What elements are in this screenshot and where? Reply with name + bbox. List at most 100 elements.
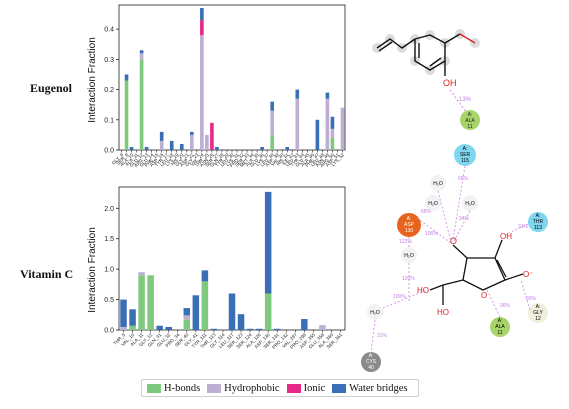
bar-segment-water-bridges bbox=[264, 191, 272, 294]
water-label-5: H₂O bbox=[428, 201, 438, 207]
bar-segment-water-bridges bbox=[159, 131, 164, 141]
bar-segment-hydrophobic bbox=[138, 272, 145, 276]
legend-ionic-label: Ionic bbox=[303, 382, 326, 394]
ser115-num: 115 bbox=[461, 158, 469, 164]
vitc-side-oh: HO bbox=[417, 286, 429, 295]
percent-label-6: 120% bbox=[402, 276, 415, 282]
bar-segment-water-bridges bbox=[215, 146, 219, 150]
bar-segment-water-bridges bbox=[255, 328, 263, 330]
eugenol-interaction-diagram: OH 13% A: ALA 11 bbox=[372, 29, 480, 130]
eugenol-bonds bbox=[376, 33, 461, 76]
ether-oxygen-bond bbox=[459, 33, 476, 44]
bar-segment-ionic bbox=[200, 20, 204, 36]
y-tick-label: 0.0 bbox=[104, 328, 114, 335]
plot-frame bbox=[118, 4, 346, 151]
water-label-2: H₂O bbox=[465, 201, 475, 207]
bar-segment-h-bonds bbox=[330, 137, 335, 150]
thr113-chain: A: bbox=[536, 213, 541, 219]
bar-segment-hydrophobic bbox=[205, 134, 209, 150]
bar-segment-water-bridges bbox=[301, 319, 308, 330]
bar-segment-water-bridges bbox=[165, 326, 172, 330]
cys40-num: 40 bbox=[368, 365, 374, 371]
y-tick-label: 0.3 bbox=[104, 57, 114, 64]
bar-segment-h-bonds bbox=[270, 134, 274, 150]
vitamin-c-label: Vitamin C bbox=[20, 267, 74, 281]
eugenol-y-axis-label: Interaction Fraction bbox=[87, 37, 98, 123]
bar-segment-h-bonds bbox=[129, 325, 136, 330]
ala11-res: ALA bbox=[465, 118, 475, 124]
legend-hbonds-label: H-bonds bbox=[164, 382, 201, 394]
bar-segment-hydrophobic bbox=[325, 98, 330, 150]
bar-segment-water-bridges bbox=[200, 8, 204, 21]
ser115-chain: A: bbox=[463, 146, 468, 152]
legend-water-bridges: Water bridges bbox=[332, 382, 408, 394]
bar-segment-h-bonds bbox=[183, 319, 191, 330]
bar-segment-water-bridges bbox=[129, 146, 134, 150]
ala11-residue-node bbox=[460, 110, 480, 130]
bar-segment-h-bonds bbox=[138, 275, 145, 330]
asp130-residue-node bbox=[397, 213, 421, 237]
vitc-carbonyl-o: O bbox=[450, 236, 457, 246]
ser115-residue-node bbox=[454, 144, 476, 166]
percent-label-11: 31% bbox=[377, 333, 388, 339]
ala11-chain: A: bbox=[468, 112, 473, 118]
bar-segment-water-bridges bbox=[129, 309, 136, 326]
bar-segment-water-bridges bbox=[169, 140, 174, 150]
bar-segment-water-bridges bbox=[285, 146, 290, 150]
legend-ionic: Ionic bbox=[286, 382, 326, 394]
eugenol-hbond-percent: 13% bbox=[459, 97, 472, 103]
percent-label-4: 34% bbox=[459, 216, 470, 222]
bar-segment-hydrophobic bbox=[139, 53, 144, 60]
legend-water-bridges-swatch bbox=[332, 383, 347, 393]
bar-segment-h-bonds bbox=[139, 59, 144, 150]
ala11-vitc-residue-node bbox=[490, 317, 510, 337]
water-label-4: H₂O bbox=[370, 310, 380, 316]
bar-segment-hydrophobic bbox=[319, 325, 326, 330]
thr113-residue-node bbox=[528, 212, 548, 232]
vitc-bonds bbox=[429, 239, 524, 305]
cys40-residue-node bbox=[361, 352, 381, 372]
bar-segment-hydrophobic bbox=[190, 134, 194, 150]
percent-label-9: 93% bbox=[526, 296, 537, 302]
bar-segment-water-bridges bbox=[192, 295, 200, 330]
vitc-enol-oh: OH bbox=[500, 232, 512, 241]
water-node-3 bbox=[401, 247, 417, 263]
bar-segment-water-bridges bbox=[330, 116, 335, 129]
gly12-num: 12 bbox=[535, 316, 541, 322]
bar-segment-hydrophobic bbox=[330, 128, 335, 138]
y-tick-label: 0.0 bbox=[104, 148, 114, 155]
bar-segment-hydrophobic bbox=[159, 140, 164, 150]
bar-segment-water-bridges bbox=[246, 328, 254, 330]
legend-water-bridges-label: Water bridges bbox=[349, 382, 408, 394]
legend-hbonds-swatch bbox=[147, 383, 161, 393]
bar-segment-h-bonds bbox=[264, 293, 272, 330]
y-tick-label: 0.4 bbox=[104, 27, 114, 34]
bar-segment-water-bridges bbox=[295, 89, 300, 99]
bar-segment-water-bridges bbox=[237, 314, 245, 330]
thr113-num: 113 bbox=[534, 225, 542, 231]
bar-segment-water-bridges bbox=[210, 328, 218, 330]
percent-label-1: 65% bbox=[458, 176, 469, 182]
eugenol-label: Eugenol bbox=[30, 81, 73, 95]
bar-segment-water-bridges bbox=[183, 308, 191, 316]
ala11-vitc-num: 11 bbox=[497, 330, 502, 336]
bar-segment-water-bridges bbox=[273, 328, 281, 330]
bar-segment-water-bridges bbox=[325, 92, 330, 99]
bar-segment-water-bridges bbox=[315, 119, 320, 150]
vitamin-c-chart: Interaction Fraction 0.00.51.01.52.0THR_… bbox=[87, 186, 346, 350]
ala11-vitc-res: ALA bbox=[495, 324, 505, 330]
bar-segment-hydrophobic bbox=[270, 110, 274, 135]
bar-segment-h-bonds bbox=[201, 281, 209, 330]
cys40-res: CYS bbox=[366, 359, 377, 365]
bar-segment-water-bridges bbox=[201, 270, 209, 282]
bar-segment-water-bridges bbox=[124, 74, 129, 81]
percent-label-5: 122% bbox=[399, 239, 412, 245]
vitc-interaction-lines bbox=[370, 165, 531, 353]
bar-segment-water-bridges bbox=[228, 293, 236, 330]
vitamin-c-interaction-diagram: A: SER 115 A: ASP 130 A: THR 113 A: GLY … bbox=[361, 144, 548, 372]
legend-hydrophobic-label: Hydrophobic bbox=[224, 382, 280, 394]
bar-segment-h-bonds bbox=[124, 80, 129, 150]
eugenol-hbond-line bbox=[449, 89, 468, 114]
asp130-chain: A: bbox=[407, 216, 412, 222]
water-node-5 bbox=[425, 195, 441, 211]
